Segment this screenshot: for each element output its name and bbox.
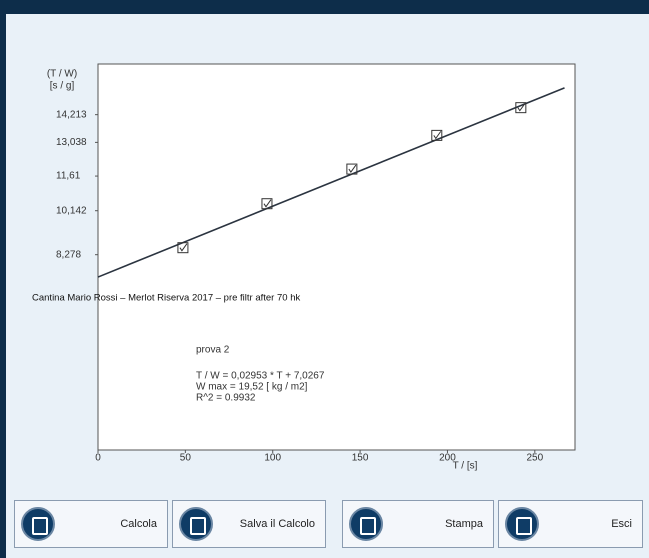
y-tick-label: 8,278	[56, 249, 81, 260]
point-check	[517, 103, 526, 112]
x-tick-label: 100	[264, 453, 281, 464]
icon	[21, 507, 55, 541]
point-check	[263, 199, 272, 208]
point-box	[346, 163, 358, 175]
chart: (T / W) [s / g] T / [s] 8,278 10,142 11,61…	[32, 63, 576, 472]
caption: Cantina Mario Rossi – Merlot Riserva 201…	[32, 293, 300, 304]
point-box	[261, 198, 273, 210]
x-axis-label: T / [s]	[453, 461, 478, 472]
data-point	[431, 129, 443, 141]
x-tick-label: 200	[439, 453, 456, 464]
button-label: Salva il Calcolo	[239, 518, 315, 530]
annotation: W max = 19,52 [ kg / m2]	[196, 382, 308, 393]
annotation: T / W = 0,02953 * T + 7,0267	[196, 371, 325, 382]
y-axis-label: (T / W)	[47, 69, 77, 80]
button[interactable]: Calcola	[14, 500, 168, 548]
point-box	[515, 102, 527, 114]
point-box	[431, 129, 443, 141]
point-check	[433, 131, 442, 140]
y-tick-label: 14,213	[56, 109, 87, 120]
data-point	[261, 198, 273, 210]
point-check	[348, 164, 357, 173]
data-point	[177, 242, 189, 254]
x-tick-label: 250	[526, 453, 543, 464]
x-tick-label: 50	[180, 453, 192, 464]
y-tick-label: 10,142	[56, 205, 87, 216]
point-check	[179, 243, 188, 252]
x-tick-label: 0	[95, 453, 101, 464]
icon	[349, 507, 383, 541]
y-axis-label: [s / g]	[50, 81, 75, 92]
data-point	[515, 102, 527, 114]
data-point	[346, 163, 358, 175]
point-box	[177, 242, 189, 254]
icon	[179, 507, 213, 541]
button-label: Esci	[611, 518, 632, 530]
button[interactable]: Esci	[498, 500, 643, 548]
x-tick-label: 150	[352, 453, 369, 464]
y-tick-label: 13,038	[56, 137, 87, 148]
annotation: prova 2	[196, 345, 230, 356]
button[interactable]: Stampa	[342, 500, 494, 548]
icon	[505, 507, 539, 541]
plot-area	[97, 63, 576, 451]
button-label: Stampa	[445, 518, 483, 530]
fit-line	[97, 87, 565, 278]
annotation: R^2 = 0.9932	[196, 393, 256, 404]
button[interactable]: Salva il Calcolo	[172, 500, 326, 548]
y-tick-label: 11,61	[56, 171, 81, 182]
button-label: Calcola	[120, 518, 157, 530]
